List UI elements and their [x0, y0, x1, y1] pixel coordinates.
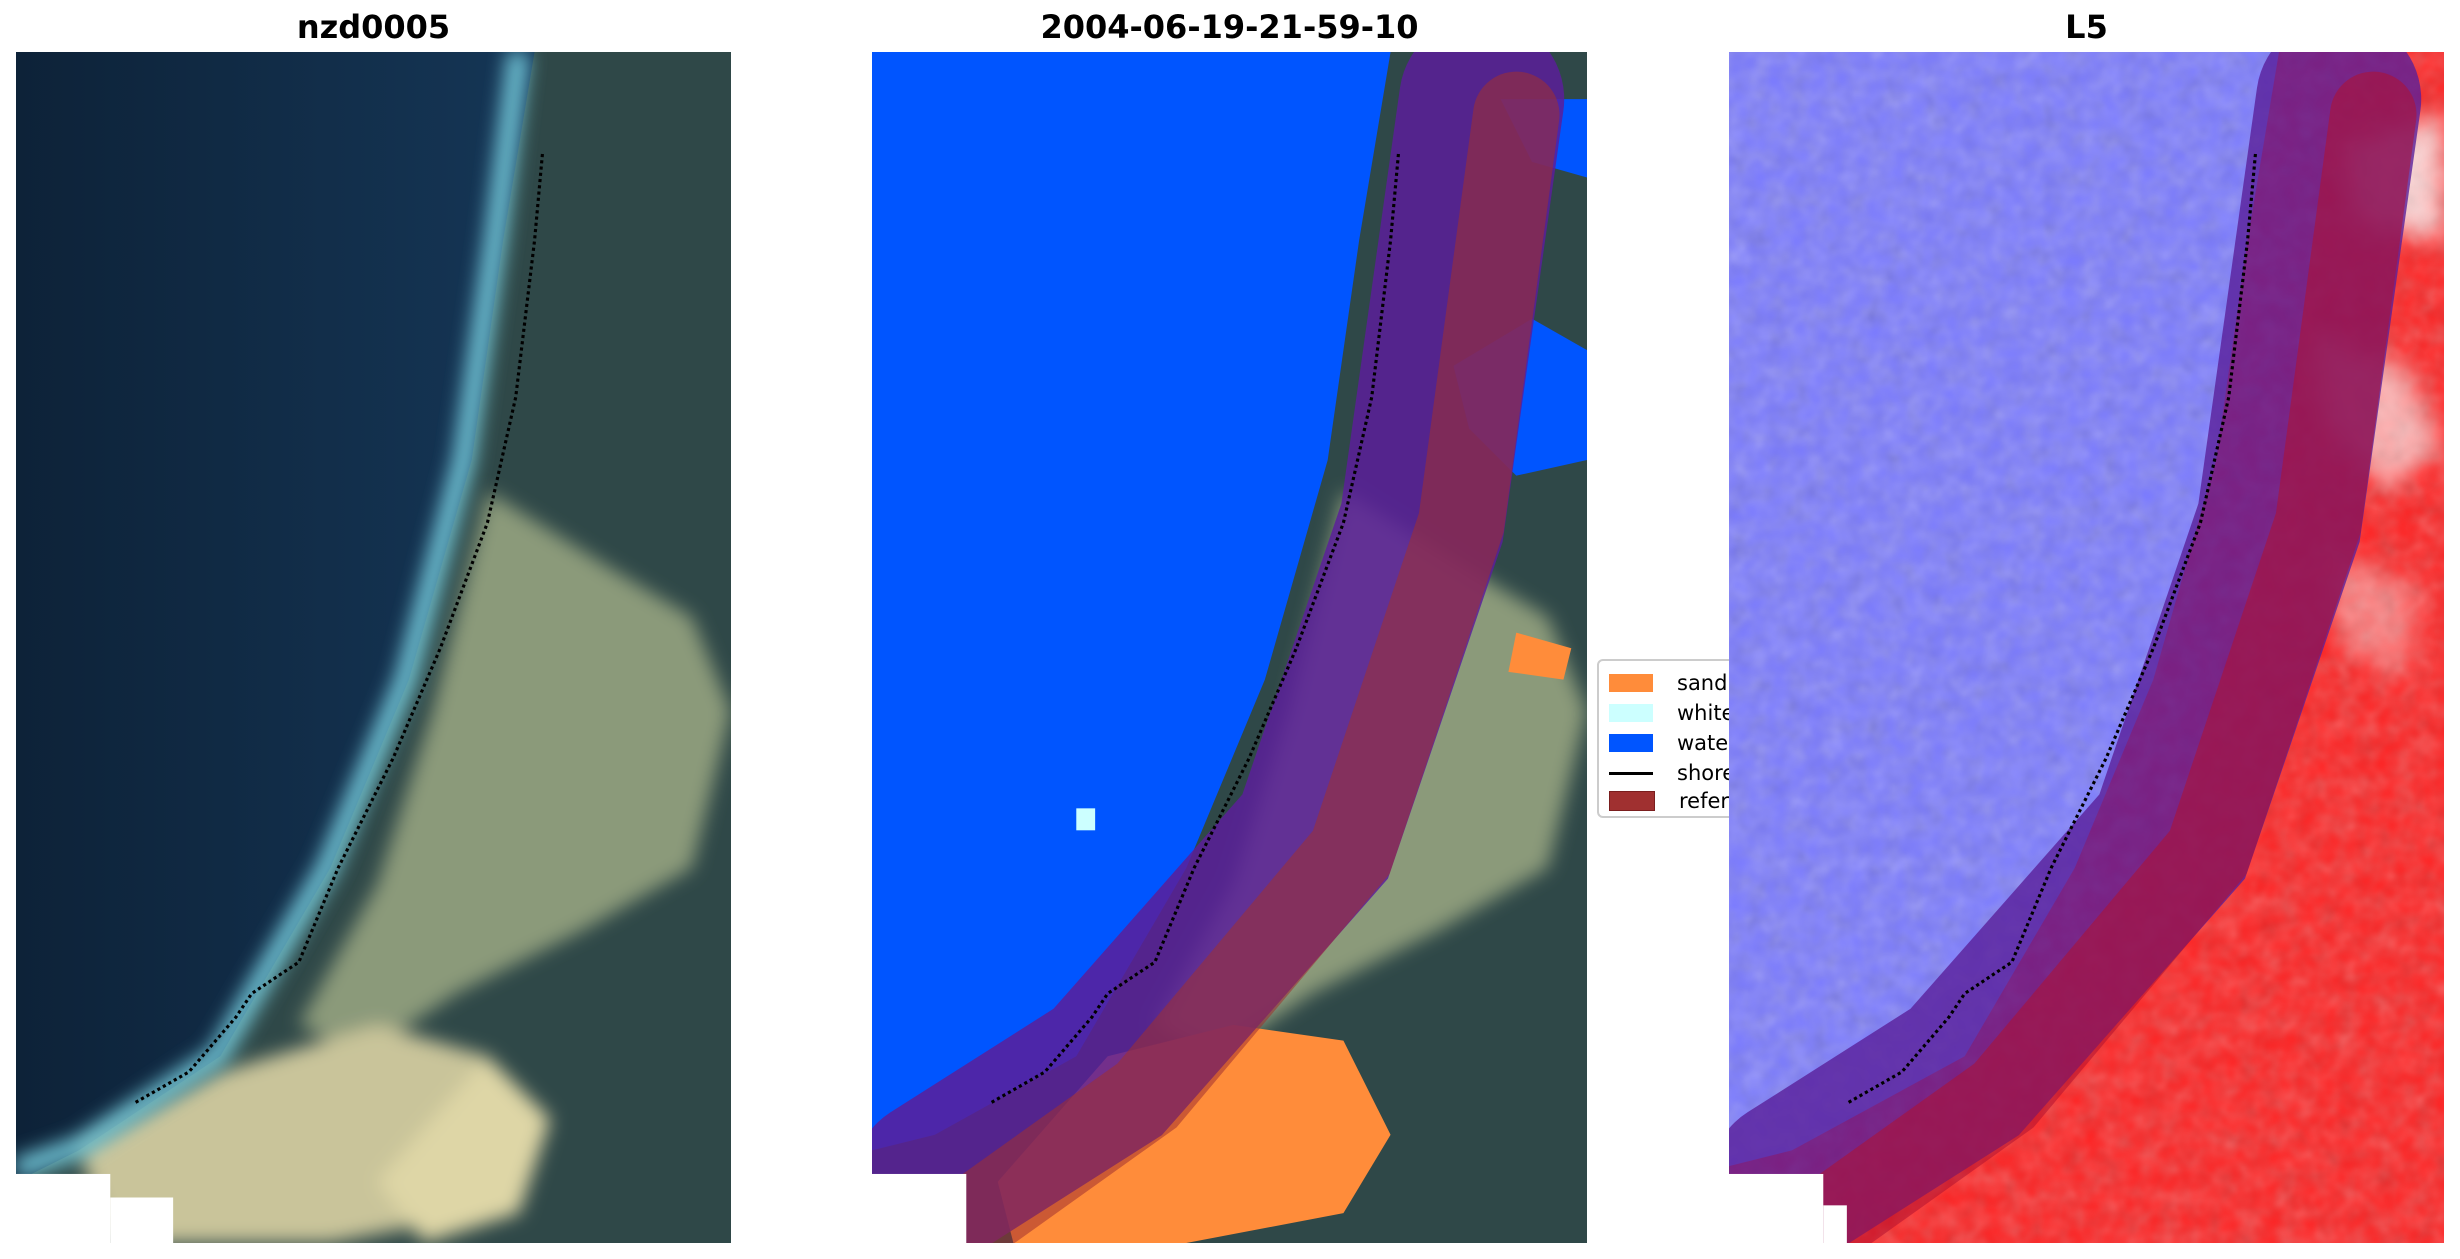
rgb-image-panel: [16, 52, 731, 1243]
panel-title-index: L5: [2065, 8, 2108, 46]
classification-panel: [872, 52, 1587, 1243]
shoreline-swatch: [1609, 771, 1653, 775]
whitewater-swatch: [1609, 704, 1653, 722]
shoreline: [133, 153, 544, 1105]
legend-label: water: [1677, 731, 1737, 755]
sand-swatch: [1609, 674, 1653, 692]
legend-item-water: water: [1609, 729, 1737, 757]
panel-title-image: nzd0005: [296, 8, 451, 46]
panel-title-classification: 2004-06-19-21-59-10: [1040, 8, 1419, 46]
index-panel: [1729, 52, 2444, 1243]
reference-swatch: [1609, 791, 1655, 811]
water-swatch: [1609, 734, 1653, 752]
shoreline: [1846, 153, 2257, 1105]
legend-item-sand: sand: [1609, 669, 1727, 697]
legend-label: sand: [1677, 671, 1728, 695]
shoreline: [989, 153, 1400, 1105]
